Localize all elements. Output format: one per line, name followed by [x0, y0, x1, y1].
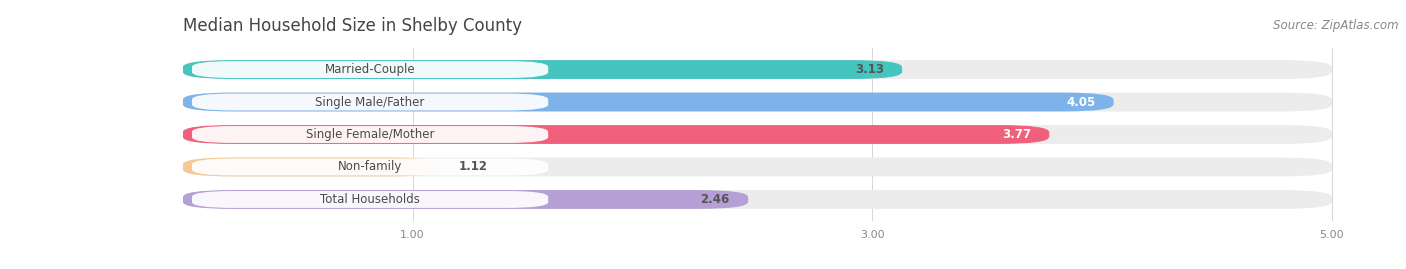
FancyBboxPatch shape: [183, 60, 903, 79]
FancyBboxPatch shape: [193, 94, 548, 111]
Text: 1.12: 1.12: [458, 161, 488, 174]
Text: 2.46: 2.46: [700, 193, 730, 206]
Text: Median Household Size in Shelby County: Median Household Size in Shelby County: [183, 17, 522, 35]
FancyBboxPatch shape: [193, 126, 548, 143]
Text: Non-family: Non-family: [337, 161, 402, 174]
FancyBboxPatch shape: [193, 158, 548, 175]
FancyBboxPatch shape: [183, 190, 748, 209]
Text: Single Male/Father: Single Male/Father: [315, 95, 425, 108]
Text: Married-Couple: Married-Couple: [325, 63, 415, 76]
FancyBboxPatch shape: [183, 93, 1114, 111]
FancyBboxPatch shape: [183, 125, 1049, 144]
FancyBboxPatch shape: [183, 93, 1331, 111]
FancyBboxPatch shape: [183, 158, 1331, 176]
FancyBboxPatch shape: [183, 190, 1331, 209]
Text: Single Female/Mother: Single Female/Mother: [307, 128, 434, 141]
Text: Source: ZipAtlas.com: Source: ZipAtlas.com: [1274, 19, 1399, 32]
Text: 4.05: 4.05: [1066, 95, 1095, 108]
FancyBboxPatch shape: [193, 191, 548, 208]
Text: Total Households: Total Households: [321, 193, 420, 206]
FancyBboxPatch shape: [183, 125, 1331, 144]
FancyBboxPatch shape: [193, 61, 548, 78]
FancyBboxPatch shape: [183, 158, 440, 176]
Text: 3.77: 3.77: [1002, 128, 1031, 141]
Text: 3.13: 3.13: [855, 63, 884, 76]
FancyBboxPatch shape: [183, 60, 1331, 79]
